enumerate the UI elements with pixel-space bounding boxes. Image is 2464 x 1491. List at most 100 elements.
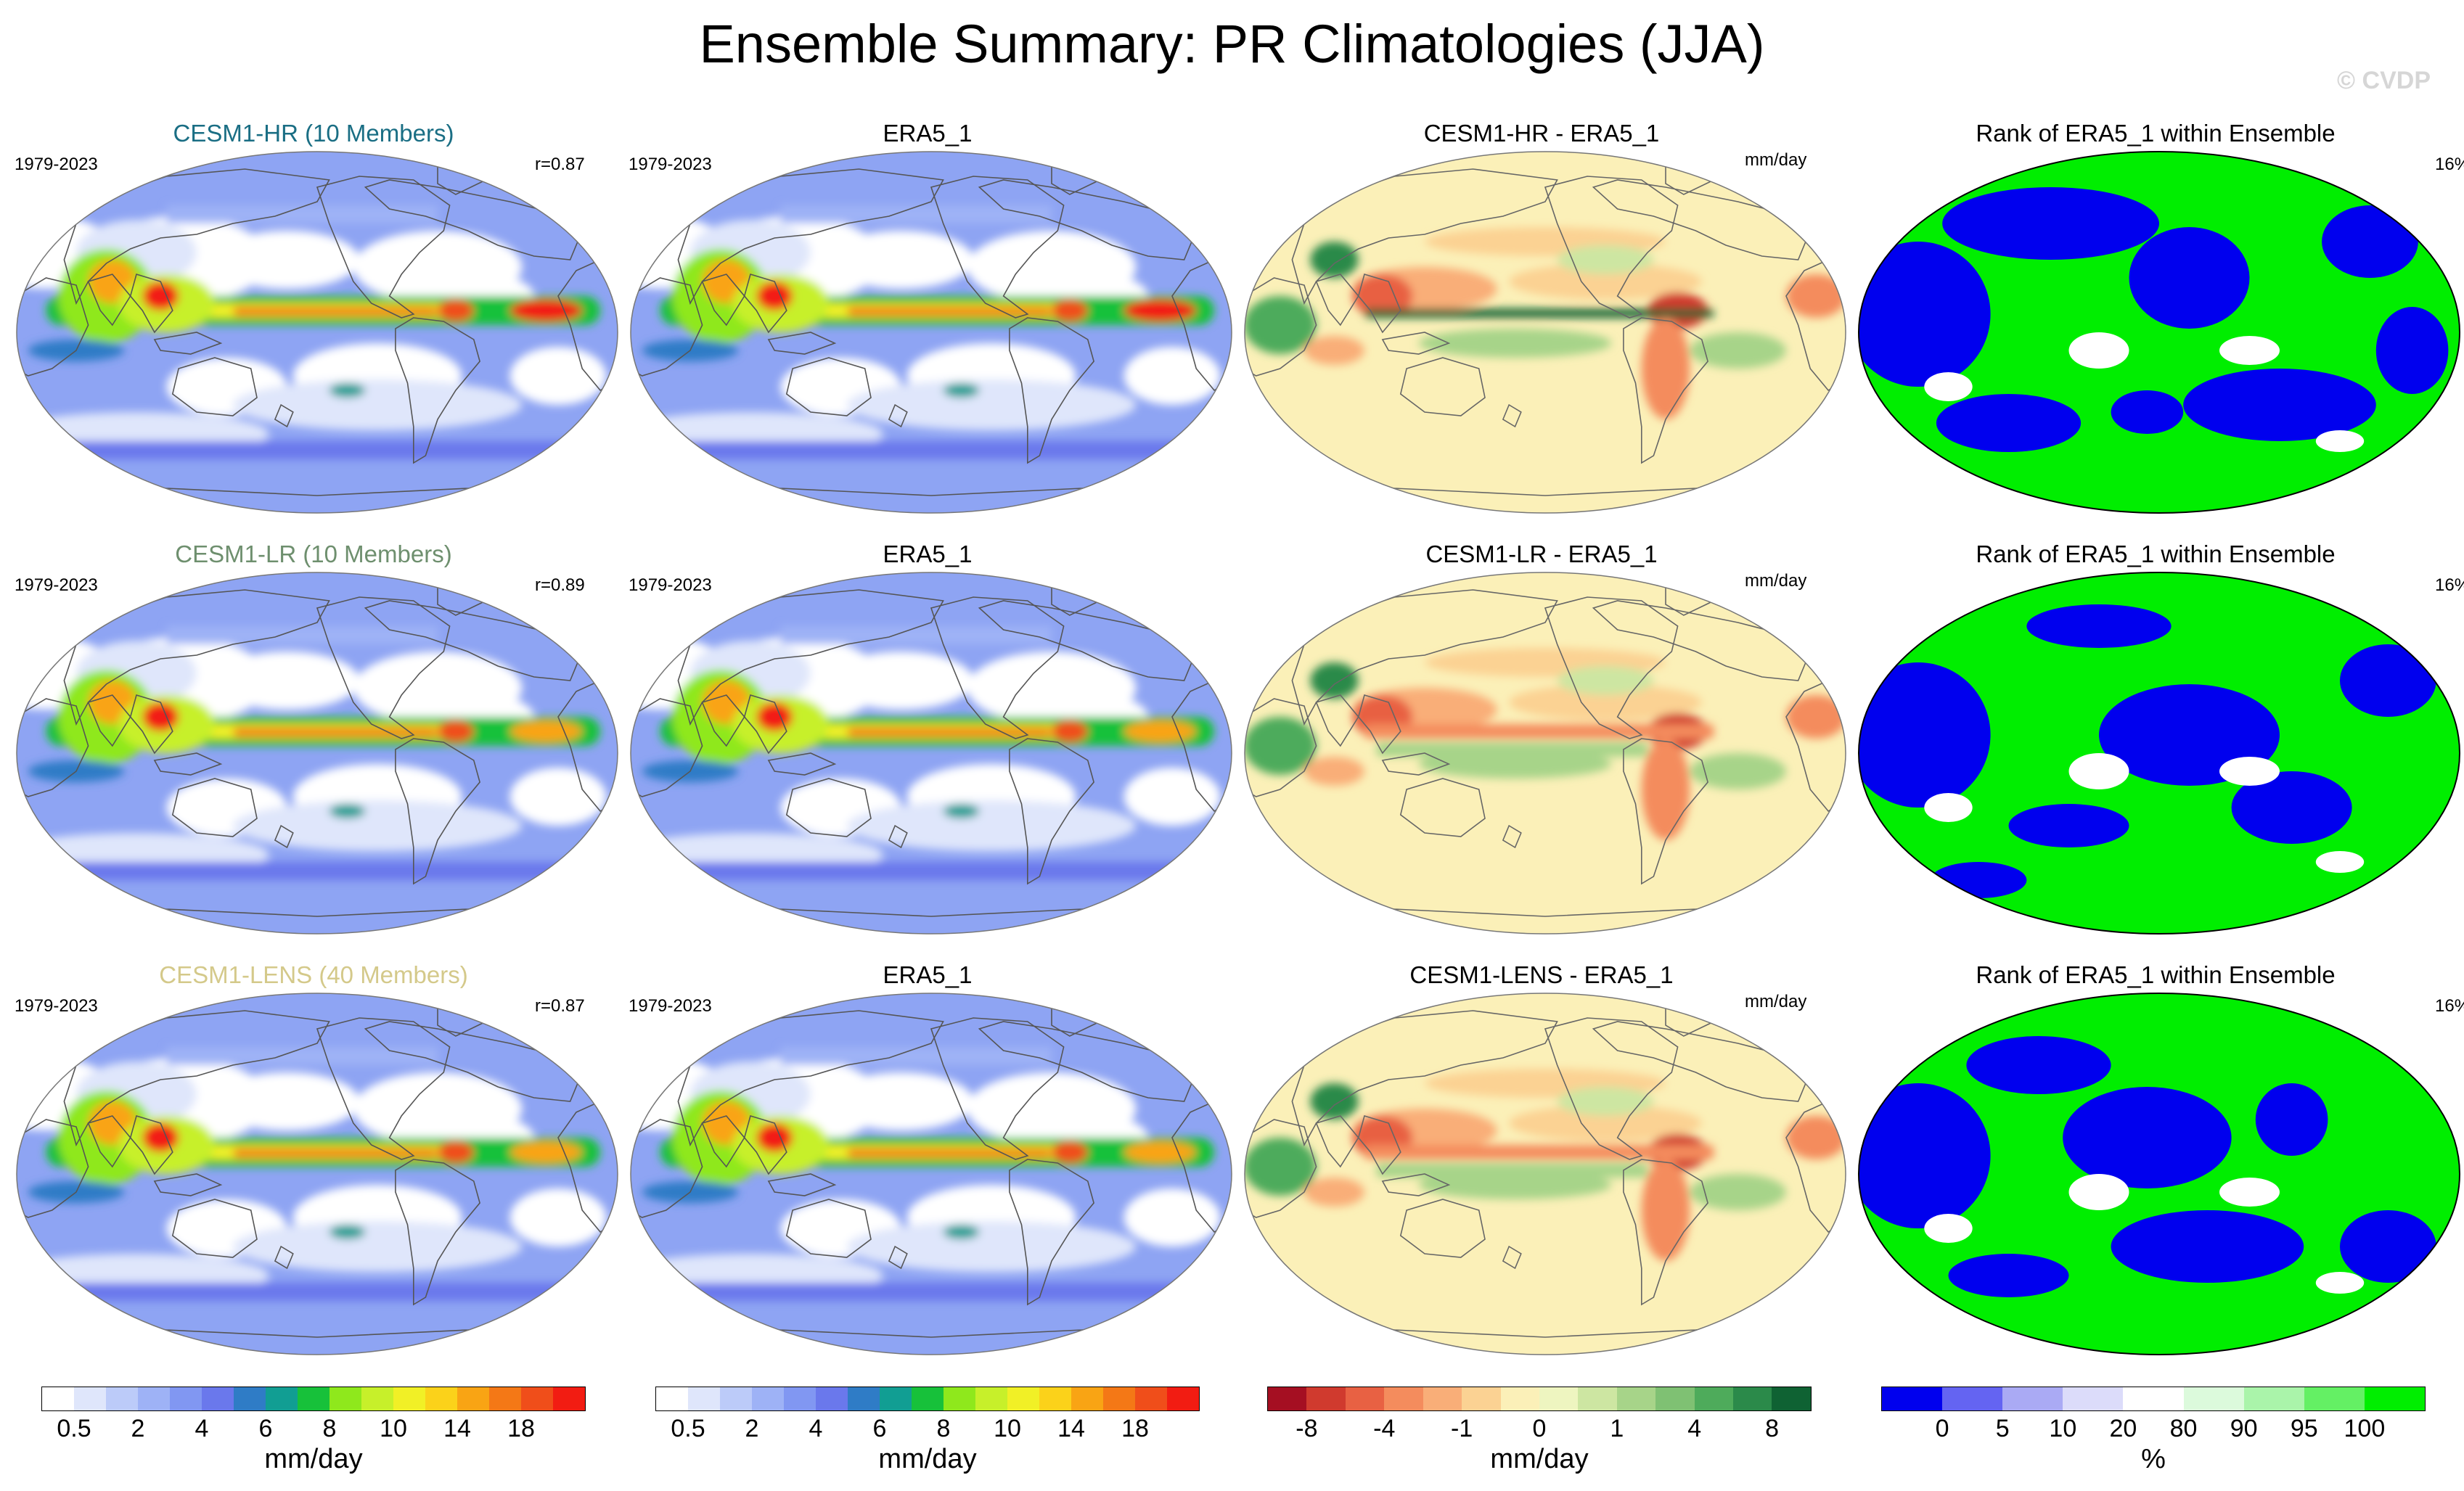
colorbar-tick-label: 14 — [1057, 1415, 1085, 1442]
coastline-indonesia — [1381, 752, 1451, 776]
coastline-seAsia — [743, 1114, 787, 1175]
colorbar-swatch — [1655, 1387, 1695, 1410]
colorbar-units: % — [2141, 1444, 2166, 1474]
period-label: 1979-2023 — [15, 996, 98, 1016]
coastline-australia — [1399, 357, 1486, 416]
coastline-seAsia — [743, 694, 787, 755]
coastline-indonesia — [767, 1173, 837, 1196]
colorbar-swatch — [330, 1387, 361, 1410]
coastline-eurasiaEast — [364, 179, 584, 260]
colorbar-swatch — [1882, 1387, 1943, 1410]
colorbar-swatch — [720, 1387, 752, 1410]
coastline-nz — [274, 403, 294, 428]
coastline-india — [701, 274, 745, 326]
colorbar-precipitation — [655, 1387, 1200, 1411]
coastline-nAmerica — [930, 1017, 1065, 1160]
coastline-nz — [1502, 403, 1522, 428]
diff-map — [1244, 151, 1846, 514]
coastline-nAmerica — [316, 596, 451, 739]
coastline-indonesia — [153, 1173, 223, 1196]
coastline-nAmerica — [930, 176, 1065, 319]
panel-title: Rank of ERA5_1 within Ensemble — [1976, 541, 2336, 567]
coastline-nAmerica — [1544, 176, 1679, 319]
coastline-indonesia — [153, 752, 223, 776]
colorbar-swatch — [1135, 1387, 1167, 1410]
pattern-correlation: r=0.89 — [535, 575, 585, 595]
colorbar-swatch — [1071, 1387, 1103, 1410]
colorbar-swatch — [1039, 1387, 1071, 1410]
coastline-seAsia — [129, 1114, 173, 1175]
colorbar-swatch — [1733, 1387, 1772, 1410]
coastline-sAmerica — [1623, 738, 1708, 885]
colorbar-swatch — [1539, 1387, 1579, 1410]
coastline-australia — [785, 357, 872, 416]
period-label: 1979-2023 — [629, 575, 712, 595]
coastline-nz — [888, 824, 908, 849]
colorbar-tick-label: 14 — [443, 1415, 471, 1442]
colorbar-swatch — [1268, 1387, 1307, 1410]
colorbar-difference — [1267, 1387, 1812, 1411]
panel-title: ERA5_1 — [883, 120, 973, 147]
main-title: Ensemble Summary: PR Climatologies (JJA) — [699, 14, 1765, 74]
colorbar-tick-label: 6 — [872, 1415, 887, 1442]
colorbar-swatch — [1345, 1387, 1385, 1410]
colorbar-swatch — [1500, 1387, 1539, 1410]
coastline-sAmerica — [1623, 1159, 1708, 1306]
coastline-india — [1315, 694, 1359, 747]
colorbar-swatch — [1942, 1387, 2003, 1410]
colorbar-swatch — [2304, 1387, 2365, 1410]
coastline-australia — [1399, 778, 1486, 837]
colorbar-swatch — [521, 1387, 553, 1410]
period-label: 1979-2023 — [15, 575, 98, 595]
colorbar-units: mm/day — [264, 1444, 363, 1474]
colorbar-tick-label: 18 — [507, 1415, 535, 1442]
rank-map — [1858, 572, 2460, 935]
colorbar-swatch — [489, 1387, 521, 1410]
colorbar-tick-label: 0 — [1935, 1415, 1949, 1442]
colorbar-tick-label: 10 — [2049, 1415, 2077, 1442]
coastline-seAsia — [1357, 273, 1401, 334]
coastline-seAsia — [129, 273, 173, 334]
coastline-australia — [785, 778, 872, 837]
coastline-nz — [888, 403, 908, 428]
colorbar-swatch — [816, 1387, 848, 1410]
watermark: © CVDP — [2337, 67, 2431, 94]
coastline-eurasiaEast — [364, 600, 584, 681]
colorbar-tick-label: 4 — [1687, 1415, 1702, 1442]
coastline-india — [1315, 1115, 1359, 1168]
colorbar-swatch — [74, 1387, 106, 1410]
colorbar-swatch — [912, 1387, 944, 1410]
coastline-sAmerica — [395, 738, 480, 885]
colorbar-swatch — [202, 1387, 234, 1410]
coastline-sAmerica — [395, 1159, 480, 1306]
period-label: 1979-2023 — [629, 996, 712, 1016]
coastline-india — [701, 694, 745, 747]
coastline-sAmerica — [1623, 317, 1708, 464]
ensemble-map — [16, 993, 618, 1355]
colorbar-swatch — [688, 1387, 720, 1410]
diff-map — [1244, 993, 1846, 1355]
coastline-indonesia — [1381, 332, 1451, 355]
coastline-nAmerica — [930, 596, 1065, 739]
colorbar-swatch — [361, 1387, 393, 1410]
colorbar-tick-label: 2 — [745, 1415, 759, 1442]
colorbar-swatch — [170, 1387, 202, 1410]
obs-map — [630, 151, 1232, 514]
period-label: 1979-2023 — [629, 155, 712, 174]
rank-percent: 16% — [2435, 575, 2464, 595]
colorbar-tick-label: 80 — [2169, 1415, 2198, 1442]
coastline-australia — [1399, 1199, 1486, 1258]
coastline-india — [1315, 274, 1359, 326]
coastline-sAmerica — [395, 317, 480, 464]
panel-title: CESM1-LENS - ERA5_1 — [1409, 961, 1674, 988]
colorbar-swatch — [656, 1387, 688, 1410]
period-label: 1979-2023 — [15, 155, 98, 174]
colorbar-tick-label: 0.5 — [57, 1415, 91, 1442]
colorbar-swatch — [1772, 1387, 1811, 1410]
panel-title: CESM1-LR - ERA5_1 — [1425, 541, 1658, 567]
coastline-nAmerica — [316, 176, 451, 319]
colorbar-swatch — [2002, 1387, 2063, 1410]
colorbar-tick-label: 10 — [994, 1415, 1021, 1442]
colorbar-swatch — [784, 1387, 816, 1410]
units-label: mm/day — [1745, 571, 1807, 591]
